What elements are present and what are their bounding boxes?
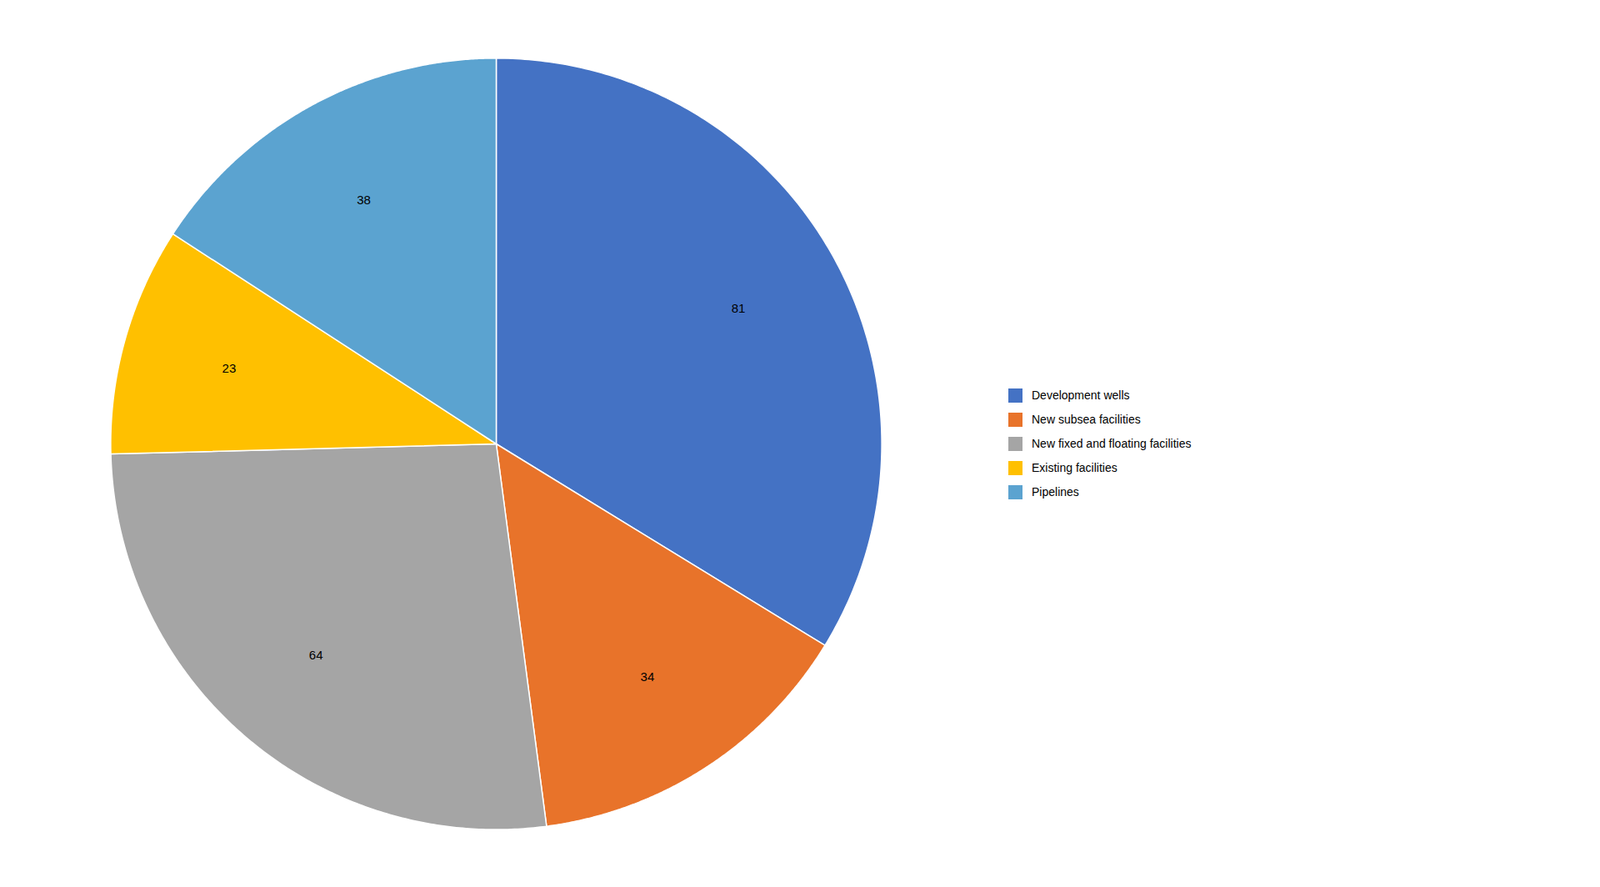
html-text:Development wells: Development wells: [1031, 388, 1130, 402]
html-text:Pipelines: Pipelines: [1031, 485, 1079, 499]
svg-text:81: 81: [731, 300, 746, 315]
svg-text:38: 38: [356, 192, 371, 207]
html-text:New fixed and floating facilit: New fixed and floating facilities: [1031, 436, 1192, 450]
svg-text:64: 64: [309, 647, 324, 662]
html-text:Existing facilities: Existing facilities: [1031, 460, 1118, 475]
svg-text:23: 23: [222, 360, 237, 375]
svg-text:34: 34: [640, 669, 655, 684]
html-text:New subsea facilities: New subsea facilities: [1031, 412, 1141, 426]
